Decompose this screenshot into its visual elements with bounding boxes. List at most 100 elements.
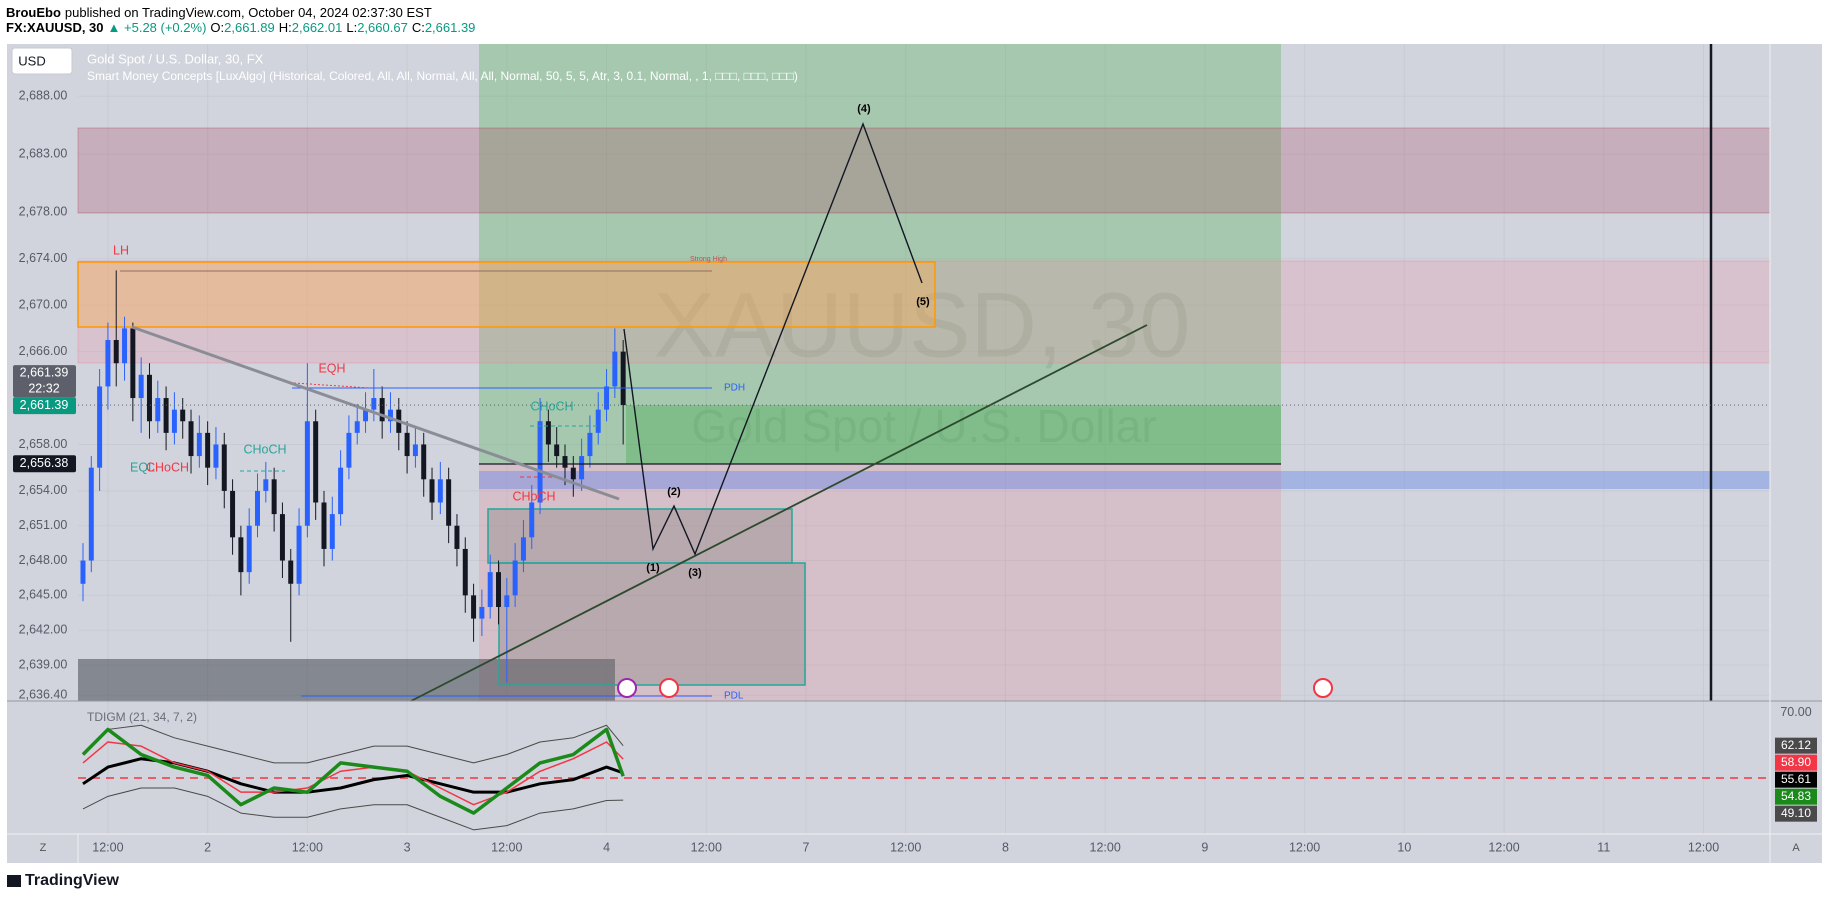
candle-body [379,398,385,422]
y-tick-label: 2,674.00 [19,251,68,265]
elliott-wave [623,122,923,556]
ohlc-value: 2,660.67 [357,20,408,35]
candle-body [387,409,393,422]
candle-body [105,339,111,387]
logo-icon [7,875,21,887]
x-tick-label: 12:00 [890,840,921,854]
header-line: BrouEbo published on TradingView.com, Oct… [6,5,432,20]
candle-body [446,479,452,526]
value-badge-label: 55.61 [1781,772,1811,786]
choch-label: CHoCH [530,399,573,413]
candle-body [454,525,460,549]
candle-body [246,525,252,573]
logo-text: TradingView [25,872,120,889]
candle-body [479,606,485,619]
value-badge-label: 54.83 [1781,789,1811,803]
eqh-line [293,382,371,389]
currency-button[interactable] [11,47,73,75]
y-tick-label: 2,688.00 [19,89,68,103]
candle-body [130,328,136,399]
zoom-button[interactable]: Z [40,842,47,854]
ohlc-label: O: [210,20,224,35]
last-price-label: 2,661.39 [20,398,69,412]
y-tick-label: 2,678.00 [19,205,68,219]
candle-body [604,386,610,410]
candle-body [155,398,161,422]
candle-body [338,467,344,515]
value-badge-label: 49.10 [1781,806,1811,820]
box [498,562,806,686]
event-icon[interactable] [659,678,679,698]
y-tick-label: 2,642.00 [19,622,68,636]
demand-zone [479,471,1770,489]
ohlc-label: L: [346,20,357,35]
candle-body [612,351,618,387]
candle-body [146,374,152,422]
value-badge [1775,771,1817,788]
x-tick-label: 12:00 [292,840,323,854]
candle-body [371,398,377,410]
y2-tick-label: 70.00 [1780,705,1811,719]
candle-body [263,479,269,491]
ohlc-value: 2,661.39 [425,20,476,35]
oscillator-line [82,757,624,794]
candles [80,270,626,683]
candle-body [329,514,335,549]
candle-body [196,432,202,457]
wave-label: (5) [916,296,930,308]
auto-button[interactable]: A [1792,842,1800,854]
candle-body [554,444,560,457]
target-zone [479,44,1281,464]
wave-label: (2) [667,486,681,498]
candle-body [113,339,119,364]
value-badge [1775,805,1817,822]
candle-body [496,572,501,607]
candle-body [279,514,285,561]
lh-label: LH [113,243,129,257]
wave-label: (4) [857,103,871,115]
candle-body [504,595,510,607]
candle-body [238,537,244,573]
candle-body [404,432,410,457]
candle-body [255,490,260,526]
candle-body [230,490,236,538]
value-badge [1775,788,1817,805]
candle-body [437,479,443,503]
last-price-label: 2,661.39 [20,365,69,379]
currency-label: USD [18,53,45,68]
value-badge [1775,754,1817,771]
candle-body [570,467,576,480]
event-icon[interactable] [617,678,637,698]
candle-body [205,432,211,468]
watermark-name: Gold Spot / U.S. Dollar [691,400,1156,452]
trendline [410,324,1148,702]
oscillator-line [81,727,625,815]
author: BrouEbo [6,5,61,20]
x-tick-label: 12:00 [691,840,722,854]
candle-body [180,409,186,422]
candle-body [313,421,319,503]
candle-body [354,421,360,433]
y-tick-label: 2,645.00 [19,588,68,602]
candle-body [587,432,593,457]
y-tick-label: 2,636.40 [19,687,68,701]
choch-label: CHoCH [146,460,189,474]
event-icon[interactable] [1313,678,1333,698]
x-tick-label: 12:00 [1090,840,1121,854]
candle-body [304,421,310,526]
strong-high-label: Strong High [690,256,727,263]
y-tick-label: 2,651.00 [19,518,68,532]
profit-zone [626,405,1281,464]
y-tick-label: 2,654.00 [19,483,68,497]
trendline [131,325,620,501]
choch-label: CHoCH [512,489,555,503]
candle-body [363,409,369,422]
eql-label: EQL [130,460,155,474]
candle-body [562,456,568,468]
x-tick-label: 9 [1201,840,1208,854]
legend-title: Gold Spot / U.S. Dollar, 30, FX [87,51,264,66]
candle-body [595,409,601,433]
candle-body [545,421,551,445]
candle-body [512,560,518,596]
